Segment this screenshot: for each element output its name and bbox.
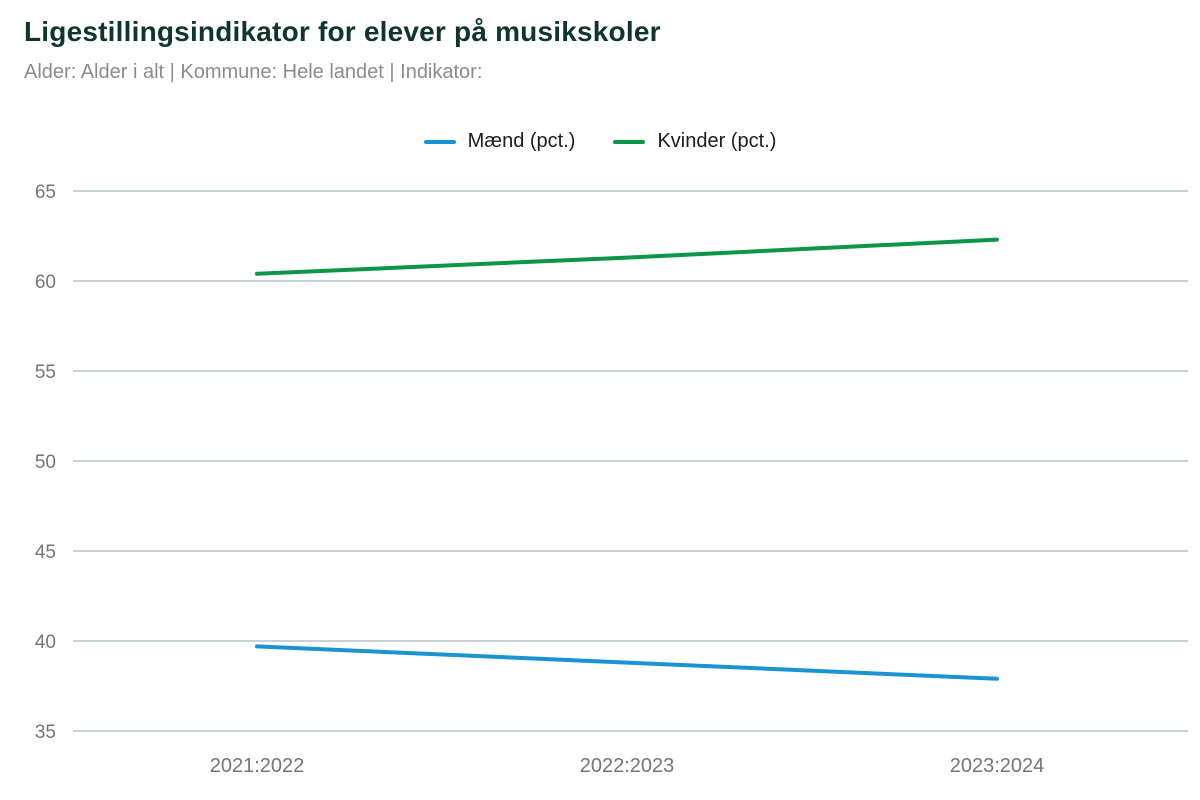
y-tick-label: 40: [35, 632, 56, 653]
page-title: Ligestillingsindikator for elever på mus…: [24, 16, 661, 47]
series-line-kvinder[interactable]: [255, 237, 999, 276]
x-tick-label: 2021:2022: [210, 755, 305, 777]
legend: Mænd (pct.) Kvinder (pct.): [0, 130, 1200, 153]
y-tick-label: 55: [35, 362, 56, 383]
x-tick-label: 2022:2023: [580, 755, 675, 777]
legend-swatch-maend-icon: [423, 139, 456, 144]
chart-subtitle: Alder: Alder i alt | Kommune: Hele lande…: [24, 61, 483, 83]
y-tick-label: 65: [35, 182, 56, 203]
legend-item-maend[interactable]: Mænd (pct.): [423, 130, 576, 153]
series-line-maend[interactable]: [255, 644, 999, 681]
legend-swatch-kvinder-icon: [613, 139, 646, 144]
y-tick-label: 50: [35, 452, 56, 473]
legend-item-kvinder[interactable]: Kvinder (pct.): [613, 130, 776, 153]
line-chart: 35 40 45 50 55 60 65 2021:2022 2022:2023 2023:202…: [35, 182, 1188, 777]
y-tick-label: 35: [35, 722, 56, 743]
legend-label-maend: Mænd (pct.): [467, 130, 576, 152]
x-tick-label: 2023:2024: [950, 755, 1045, 777]
y-tick-label: 45: [35, 542, 56, 563]
legend-label-kvinder: Kvinder (pct.): [657, 130, 777, 152]
y-tick-label: 60: [35, 272, 56, 293]
